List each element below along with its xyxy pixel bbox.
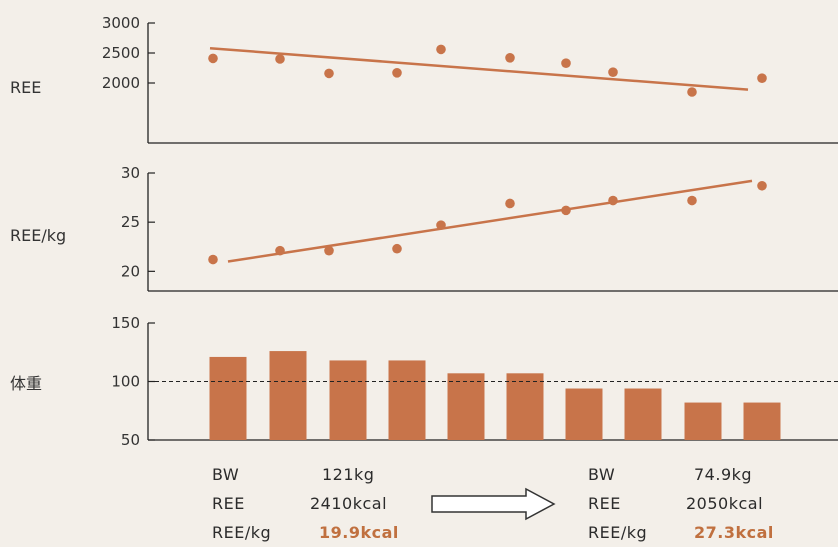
bar [388,360,426,440]
data-point [687,87,697,97]
data-point [275,54,285,64]
data-point [757,73,767,83]
y-tick-label: 100 [111,373,140,391]
before-bw-value: 121kg [322,465,375,484]
data-point [608,195,618,206]
after-bw-row: BW 74.9kg [588,460,828,489]
data-point [436,220,446,230]
after-reekg-value: 27.3kcal [694,523,774,542]
trendline [209,46,749,91]
bar [684,402,722,440]
y-tick-label: 50 [121,431,140,449]
data-point [757,180,767,191]
data-point [208,53,218,64]
before-reekg-value: 19.9kcal [319,523,399,542]
y-tick-label: 30 [121,164,140,182]
data-point [561,205,571,216]
after-summary: BW 74.9kg REE 2050kcal REE/kg 27.3kcal [588,460,828,547]
y-tick-label: 3000 [102,14,140,32]
before-bw-label: BW [212,465,240,484]
after-reekg-label: REE/kg [588,523,648,542]
y-tick-label: 2500 [102,44,140,62]
before-reekg-row: REE/kg 19.9kcal [212,518,412,547]
y-axis-label: REE [10,78,41,97]
bar [209,356,247,440]
data-point [608,67,618,77]
data-point [505,53,515,63]
after-ree-label: REE [588,494,621,513]
after-bw-value: 74.9kg [694,465,753,484]
after-ree-row: REE 2050kcal [588,489,828,518]
after-bw-label: BW [588,465,616,484]
data-point [324,245,334,256]
before-reekg-label: REE/kg [212,523,272,542]
before-bw-row: BW 121kg [212,460,412,489]
before-summary: BW 121kg REE 2410kcal REE/kg 19.9kcal [212,460,412,547]
before-ree-label: REE [212,494,245,513]
data-point [687,195,697,206]
y-tick-label: 20 [121,262,140,280]
y-tick-label: 25 [121,213,140,231]
bar [506,373,544,440]
data-point [392,243,402,254]
chart-panel-1: REE 2000 2500 3000 [10,14,838,144]
bar [447,373,485,440]
right-arrow-icon [431,487,556,521]
y-axis-label: REE/kg [10,226,66,245]
after-reekg-row: REE/kg 27.3kcal [588,518,828,547]
chart-panel-3: 体重 50 100 150 [10,314,838,449]
bar [743,402,781,440]
y-tick-label: 2000 [102,74,140,92]
y-tick-label: 150 [111,314,140,332]
bar [329,360,367,440]
after-ree-value: 2050kcal [686,494,764,513]
before-ree-value: 2410kcal [310,494,388,513]
before-ree-row: REE 2410kcal [212,489,412,518]
y-axis-label: 体重 [10,374,42,393]
data-point [275,245,285,256]
bar [624,388,662,440]
data-point [505,198,515,209]
bar [565,388,603,440]
data-point [392,68,402,78]
data-point [208,254,218,265]
chart-panel-2: REE/kg 20 25 30 [10,164,838,292]
data-point [324,68,334,79]
trendline [227,179,753,263]
bar [269,351,307,440]
data-point [436,44,446,55]
data-point [561,58,571,68]
